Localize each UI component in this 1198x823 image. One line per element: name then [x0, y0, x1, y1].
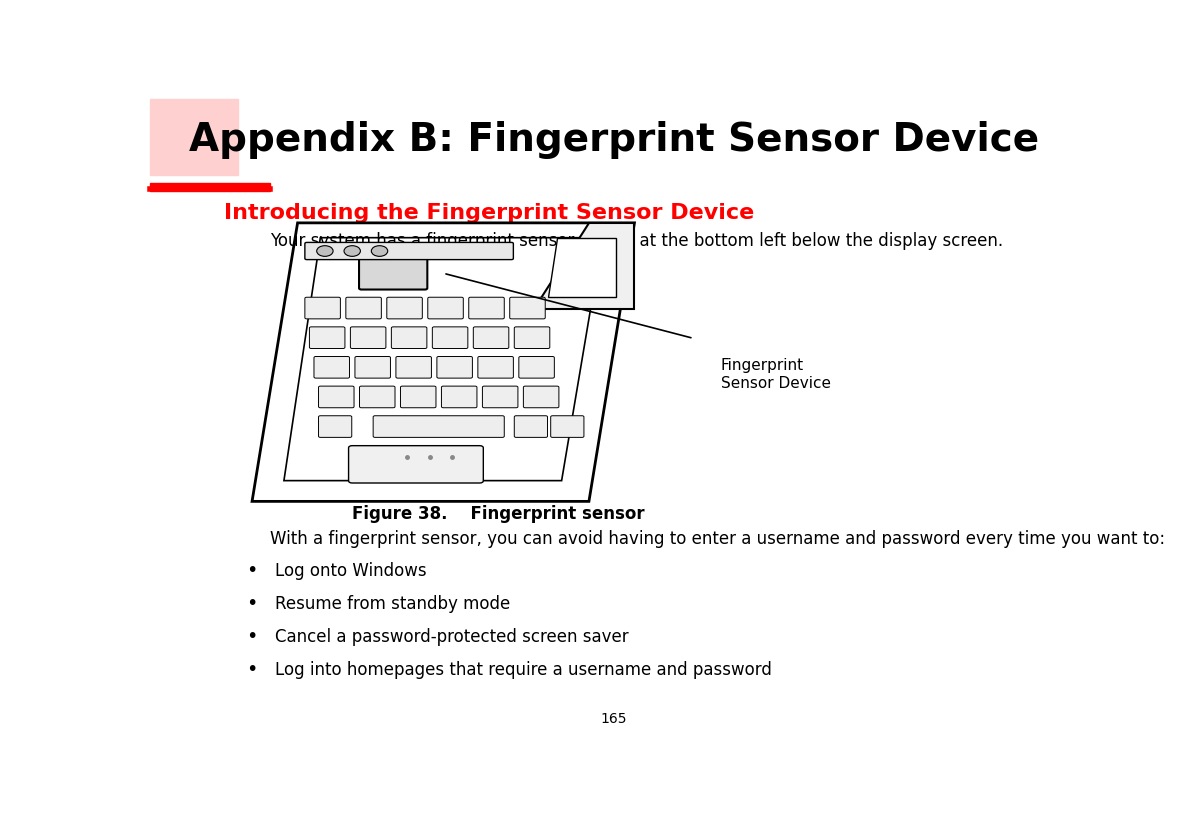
- Text: •: •: [247, 627, 258, 646]
- FancyBboxPatch shape: [395, 356, 431, 378]
- FancyBboxPatch shape: [387, 297, 423, 319]
- Text: •: •: [247, 660, 258, 679]
- FancyBboxPatch shape: [478, 356, 514, 378]
- Bar: [150, 99, 238, 174]
- FancyBboxPatch shape: [355, 356, 391, 378]
- Text: Your system has a fingerprint sensor device at the bottom left below the display: Your system has a fingerprint sensor dev…: [271, 232, 1004, 250]
- FancyBboxPatch shape: [314, 356, 350, 378]
- Polygon shape: [547, 238, 616, 297]
- FancyBboxPatch shape: [509, 297, 545, 319]
- Text: •: •: [247, 561, 258, 580]
- FancyBboxPatch shape: [483, 386, 518, 407]
- FancyBboxPatch shape: [319, 386, 355, 407]
- Text: 165: 165: [600, 712, 628, 726]
- Polygon shape: [534, 223, 635, 309]
- FancyBboxPatch shape: [437, 356, 472, 378]
- Circle shape: [371, 246, 388, 256]
- FancyBboxPatch shape: [309, 327, 345, 348]
- FancyBboxPatch shape: [514, 327, 550, 348]
- Text: Log onto Windows: Log onto Windows: [276, 562, 426, 580]
- FancyBboxPatch shape: [468, 297, 504, 319]
- Circle shape: [316, 246, 333, 256]
- FancyBboxPatch shape: [524, 386, 559, 407]
- FancyBboxPatch shape: [432, 327, 468, 348]
- Text: •: •: [247, 594, 258, 613]
- Text: Resume from standby mode: Resume from standby mode: [276, 595, 510, 613]
- FancyBboxPatch shape: [304, 297, 340, 319]
- FancyBboxPatch shape: [519, 356, 555, 378]
- FancyBboxPatch shape: [441, 386, 477, 407]
- FancyBboxPatch shape: [319, 416, 352, 437]
- Text: Introducing the Fingerprint Sensor Device: Introducing the Fingerprint Sensor Devic…: [224, 202, 755, 223]
- FancyBboxPatch shape: [359, 257, 428, 290]
- FancyBboxPatch shape: [473, 327, 509, 348]
- Text: Log into homepages that require a username and password: Log into homepages that require a userna…: [276, 661, 772, 679]
- Text: Appendix B: Fingerprint Sensor Device: Appendix B: Fingerprint Sensor Device: [189, 121, 1039, 159]
- Text: Fingerprint
Sensor Device: Fingerprint Sensor Device: [721, 358, 830, 391]
- FancyBboxPatch shape: [400, 386, 436, 407]
- FancyBboxPatch shape: [392, 327, 426, 348]
- Circle shape: [344, 246, 361, 256]
- FancyBboxPatch shape: [346, 297, 381, 319]
- FancyBboxPatch shape: [350, 327, 386, 348]
- Text: Figure 38.    Fingerprint sensor: Figure 38. Fingerprint sensor: [351, 504, 645, 523]
- FancyBboxPatch shape: [373, 416, 504, 437]
- Text: With a fingerprint sensor, you can avoid having to enter a username and password: With a fingerprint sensor, you can avoid…: [271, 530, 1166, 548]
- FancyBboxPatch shape: [359, 386, 395, 407]
- FancyBboxPatch shape: [304, 243, 514, 259]
- Text: Cancel a password-protected screen saver: Cancel a password-protected screen saver: [276, 628, 629, 646]
- FancyBboxPatch shape: [428, 297, 464, 319]
- FancyBboxPatch shape: [514, 416, 547, 437]
- FancyBboxPatch shape: [349, 446, 483, 483]
- Bar: [150, 183, 271, 191]
- FancyBboxPatch shape: [551, 416, 583, 437]
